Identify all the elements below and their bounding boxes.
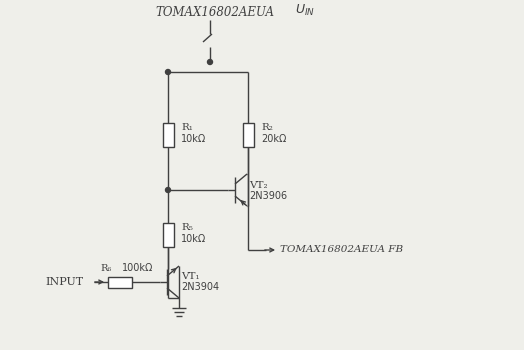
- Text: VT₁: VT₁: [181, 272, 200, 281]
- Text: 10kΩ: 10kΩ: [181, 234, 206, 244]
- Bar: [243, 123, 254, 147]
- Circle shape: [166, 70, 170, 75]
- Circle shape: [208, 60, 213, 64]
- Bar: [162, 223, 173, 247]
- Text: R₅: R₅: [181, 224, 193, 232]
- Text: 2N3906: 2N3906: [249, 191, 287, 201]
- Text: $\mathit{U}_{IN}$: $\mathit{U}_{IN}$: [295, 2, 315, 18]
- Bar: [108, 276, 132, 287]
- Text: VT₂: VT₂: [249, 181, 268, 190]
- Text: INPUT: INPUT: [46, 277, 84, 287]
- Text: R₁: R₁: [181, 124, 193, 133]
- Text: R₂: R₂: [261, 124, 273, 133]
- Bar: [162, 123, 173, 147]
- Circle shape: [166, 188, 170, 193]
- Text: 10kΩ: 10kΩ: [181, 134, 206, 144]
- Text: R₆: R₆: [101, 264, 112, 273]
- Text: 2N3904: 2N3904: [181, 282, 219, 292]
- Text: 100kΩ: 100kΩ: [122, 263, 154, 273]
- Text: TOMAX16802AEUA: TOMAX16802AEUA: [156, 6, 275, 19]
- Text: TOMAX16802AEUA FB: TOMAX16802AEUA FB: [280, 245, 403, 254]
- Text: 20kΩ: 20kΩ: [261, 134, 287, 144]
